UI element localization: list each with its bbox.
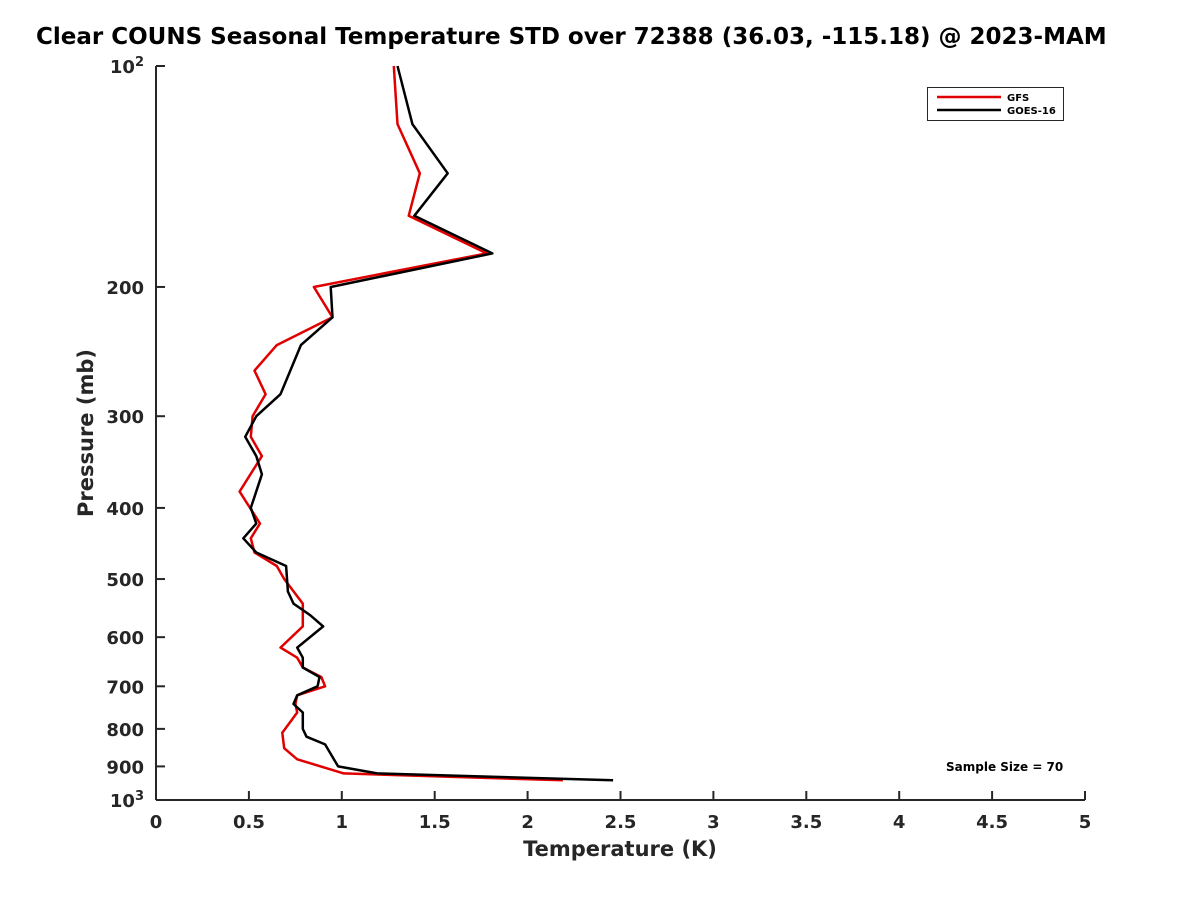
y-tick-label: 900 — [106, 757, 144, 778]
y-tick-label: 700 — [106, 677, 144, 698]
y-tick-label: 200 — [106, 278, 144, 299]
plot-lines — [238, 65, 614, 782]
y-tick-base: 500 — [106, 570, 144, 591]
x-tick-label: 1 — [336, 812, 349, 833]
x-tick-label: 5 — [1079, 812, 1092, 833]
series-line-goes16 — [242, 65, 614, 782]
y-tick-base: 600 — [106, 628, 144, 649]
y-tick-exponent: 2 — [135, 55, 144, 70]
y-tick-label: 800 — [106, 720, 144, 741]
y-tick-base: 700 — [106, 677, 144, 698]
x-tick-label: 0 — [150, 812, 163, 833]
legend-label-goes16: GOES-16 — [1007, 106, 1056, 117]
sample-size-annotation: Sample Size = 70 — [946, 760, 1063, 774]
x-tick-label: 2.5 — [605, 812, 637, 833]
legend-box — [927, 87, 1064, 121]
x-tick-label: 3 — [707, 812, 720, 833]
x-tick-label: 2 — [521, 812, 534, 833]
y-tick-label: 500 — [106, 570, 144, 591]
y-axis-label: Pressure (mb) — [74, 349, 98, 517]
chart-title: Clear COUNS Seasonal Temperature STD ove… — [36, 24, 1107, 50]
x-tick-label: 1.5 — [419, 812, 451, 833]
x-tick-label: 4 — [893, 812, 906, 833]
y-tick-base: 900 — [106, 757, 144, 778]
legend-label-gfs: GFS — [1007, 93, 1029, 104]
y-tick-label: 400 — [106, 499, 144, 520]
y-tick-base: 10 — [110, 791, 135, 812]
x-tick-label: 4.5 — [976, 812, 1008, 833]
y-tick-exponent: 3 — [135, 789, 144, 804]
y-tick-label: 600 — [106, 628, 144, 649]
y-tick-base: 400 — [106, 499, 144, 520]
y-tick-label: 300 — [106, 407, 144, 428]
series-line-gfs — [238, 65, 563, 782]
y-tick-base: 800 — [106, 720, 144, 741]
x-tick-label: 0.5 — [233, 812, 265, 833]
x-tick-label: 3.5 — [790, 812, 822, 833]
x-axis-label: Temperature (K) — [523, 837, 717, 861]
y-tick-base: 200 — [106, 278, 144, 299]
y-tick-label: 102 — [110, 55, 144, 78]
y-tick-base: 10 — [110, 57, 135, 78]
y-tick-base: 300 — [106, 407, 144, 428]
legend: GFS GOES-16 — [927, 87, 1064, 121]
axes: 0 0.5 1 1.5 2 2.5 3 3.5 4 4.5 51022003004005006007… — [106, 55, 1091, 833]
y-tick-label: 103 — [110, 789, 144, 812]
